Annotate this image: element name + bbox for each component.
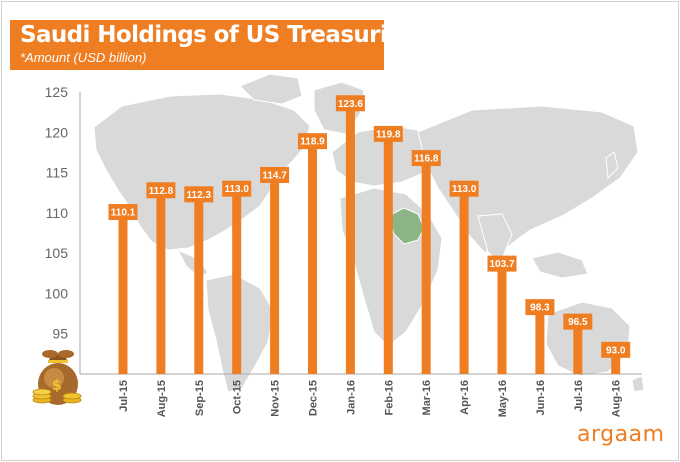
y-tick-label: 125 bbox=[45, 84, 69, 100]
bar bbox=[156, 190, 166, 374]
data-label: 112.8 bbox=[149, 186, 174, 197]
data-label: 119.8 bbox=[376, 129, 401, 140]
data-label-box bbox=[411, 150, 441, 167]
bar bbox=[308, 141, 317, 374]
y-axis-ticks: 95 100 105 110 115 120 125 bbox=[45, 84, 69, 342]
data-label-box bbox=[108, 204, 138, 221]
x-tick-label: Nov-15 bbox=[270, 380, 282, 417]
data-label: 96.5 bbox=[568, 317, 588, 328]
x-tick-label: Apr-16 bbox=[459, 380, 471, 415]
data-label: 118.9 bbox=[300, 137, 325, 148]
chart-title: Saudi Holdings of US Treasuries bbox=[20, 22, 416, 48]
x-tick-label: Sep-15 bbox=[194, 380, 206, 416]
brand-logo: argaam bbox=[577, 422, 665, 447]
x-tick-label: Dec-15 bbox=[308, 380, 320, 416]
data-label-box bbox=[373, 125, 403, 142]
y-tick-label: 115 bbox=[46, 165, 69, 181]
x-tick-label: Oct-15 bbox=[232, 380, 244, 414]
data-label-box bbox=[184, 186, 214, 203]
bar bbox=[194, 194, 204, 374]
saudi-arabia-highlight bbox=[387, 207, 425, 245]
data-label-box bbox=[525, 299, 555, 316]
x-tick-label: Jun-16 bbox=[535, 380, 547, 415]
x-tick-label: Jul-16 bbox=[573, 380, 585, 412]
data-label-box bbox=[260, 166, 290, 183]
bar bbox=[421, 158, 431, 374]
bar-series: 110.1 112.8 112.3 113.0 114.7 118.9 123.6 119.8… bbox=[108, 95, 631, 374]
x-tick-label: Jul-15 bbox=[118, 380, 130, 412]
data-label: 110.1 bbox=[111, 208, 136, 219]
bar bbox=[497, 263, 507, 374]
bar bbox=[573, 321, 583, 374]
y-tick-label: 110 bbox=[46, 205, 69, 221]
y-tick-label: 95 bbox=[52, 326, 68, 342]
data-label: 103.7 bbox=[489, 259, 514, 270]
data-label: 98.3 bbox=[530, 303, 550, 314]
bar bbox=[535, 307, 545, 374]
bar bbox=[270, 174, 280, 374]
y-tick-label: 120 bbox=[45, 124, 69, 140]
data-label-box bbox=[222, 180, 252, 197]
bar bbox=[345, 103, 355, 374]
data-label-box bbox=[298, 133, 327, 150]
x-tick-label: May-16 bbox=[497, 380, 509, 417]
data-label-box bbox=[487, 255, 517, 272]
data-label: 114.7 bbox=[262, 170, 287, 181]
bar bbox=[118, 212, 128, 374]
data-label-box bbox=[335, 95, 365, 112]
data-label: 123.6 bbox=[338, 99, 363, 110]
data-label: 113.0 bbox=[452, 184, 477, 195]
y-tick-label: 100 bbox=[45, 285, 69, 301]
bar bbox=[232, 188, 242, 374]
money-bag-coins-icon: $ bbox=[32, 350, 82, 405]
world-map-background bbox=[93, 73, 645, 393]
x-tick-label: Aug-16 bbox=[611, 380, 623, 417]
title-banner: Saudi Holdings of US Treasuries *Amount … bbox=[10, 20, 416, 70]
data-label: 93.0 bbox=[606, 345, 626, 356]
data-label-box bbox=[146, 182, 176, 199]
bar bbox=[383, 133, 393, 374]
y-tick-label: 105 bbox=[45, 245, 69, 261]
bar bbox=[611, 349, 621, 374]
x-tick-label: Jan-16 bbox=[345, 380, 357, 415]
chart-subtitle: *Amount (USD billion) bbox=[20, 50, 147, 65]
data-label-box bbox=[601, 341, 631, 358]
x-tick-label: Aug-15 bbox=[156, 380, 168, 417]
x-tick-label: Mar-16 bbox=[421, 380, 433, 415]
bar bbox=[459, 188, 469, 374]
data-label: 116.8 bbox=[414, 154, 439, 165]
x-axis-ticks: Jul-15 Aug-15 Sep-15 Oct-15 Nov-15 Dec-15 Jan-… bbox=[118, 380, 623, 417]
data-label-box bbox=[563, 313, 593, 330]
x-tick-label: Feb-16 bbox=[383, 380, 395, 415]
data-label: 113.0 bbox=[224, 184, 249, 195]
data-label-box bbox=[449, 180, 479, 197]
svg-text:$: $ bbox=[52, 378, 62, 394]
data-label: 112.3 bbox=[187, 190, 212, 201]
